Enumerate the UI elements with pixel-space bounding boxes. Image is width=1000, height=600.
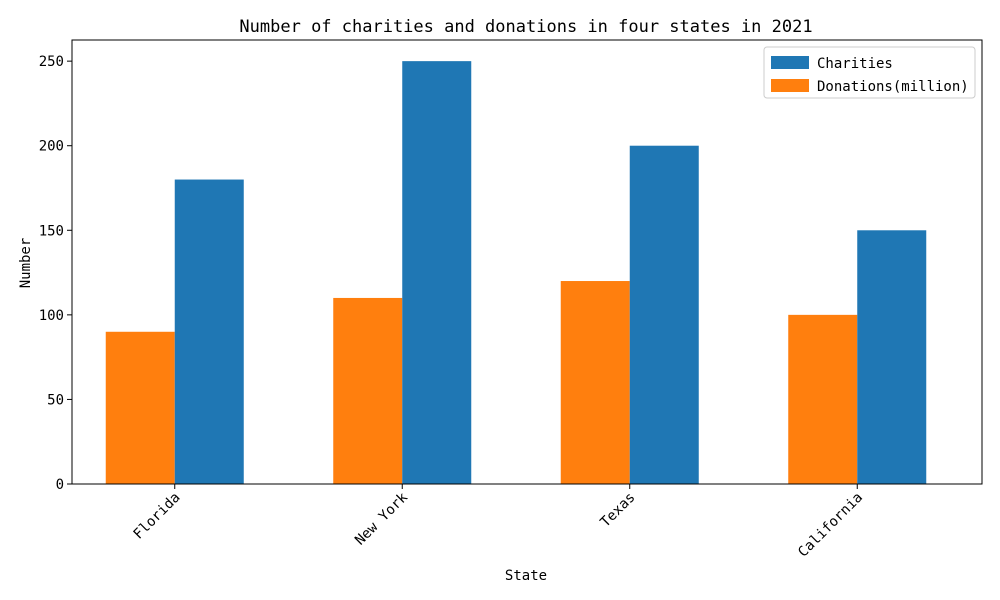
bar-donations-million-california xyxy=(788,314,858,484)
y-tick-label: 200 xyxy=(39,139,64,155)
y-axis-label: Number xyxy=(18,238,34,289)
y-tick-label: 100 xyxy=(39,308,64,324)
bar-charities-california xyxy=(857,230,927,484)
x-axis: Florida New York Texas California xyxy=(131,484,866,561)
legend-entry-label: Donations(million) xyxy=(817,79,969,95)
legend-box xyxy=(763,46,976,99)
plot-frame xyxy=(71,39,983,485)
bar-charities-florida xyxy=(174,179,244,485)
y-tick-label: 150 xyxy=(39,223,64,239)
legend-entry-label: Charities xyxy=(817,56,893,72)
x-tick-label: California xyxy=(795,490,866,561)
x-tick-label: New York xyxy=(352,489,411,548)
bar-donations-million-florida xyxy=(105,331,175,484)
legend: Charities Donations(million) xyxy=(763,46,976,99)
x-tick-label: Texas xyxy=(597,490,638,531)
x-tick-label: Florida xyxy=(131,490,184,543)
chart-title: Number of charities and donations in fou… xyxy=(239,17,812,37)
bar-charities-texas xyxy=(629,145,699,484)
bar-charities-new-york xyxy=(402,61,472,485)
y-tick-label: 50 xyxy=(47,392,64,408)
y-axis: 0 50 100 150 200 250 xyxy=(39,54,72,493)
y-tick-label: 250 xyxy=(39,54,64,70)
bars-group xyxy=(105,61,927,485)
bar-donations-million-new-york xyxy=(333,297,403,484)
bar-donations-million-texas xyxy=(560,281,630,484)
legend-swatch xyxy=(771,79,809,92)
y-tick-label: 0 xyxy=(56,477,64,493)
legend-swatch xyxy=(771,56,809,69)
x-axis-label: State xyxy=(505,568,547,584)
